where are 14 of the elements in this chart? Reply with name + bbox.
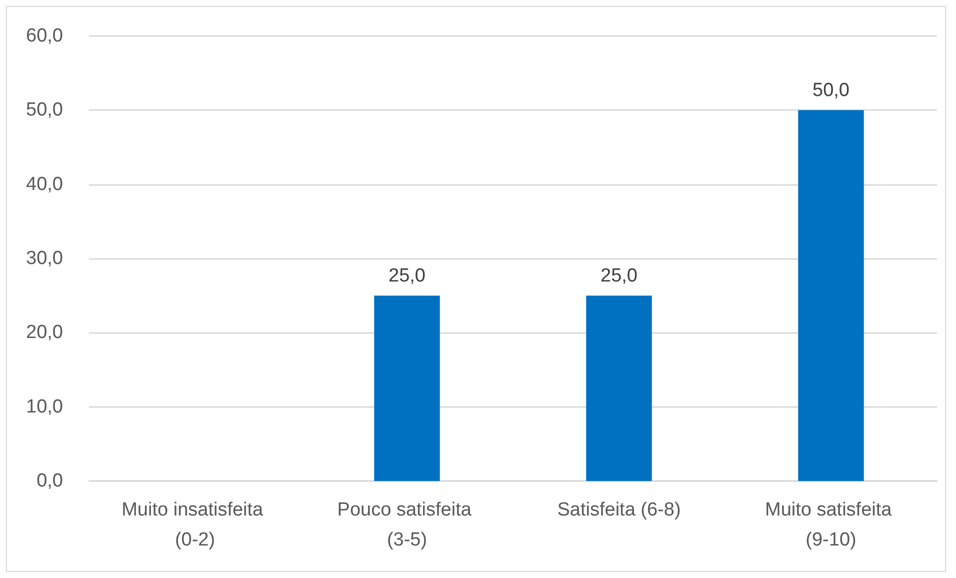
y-tick-label: 0,0 (36, 470, 63, 492)
y-tick-label: 20,0 (26, 322, 63, 344)
data-label: 25,0 (388, 266, 426, 287)
data-label: 25,0 (600, 266, 638, 287)
x-tick-label: Muito insatisfeita (0-2) (122, 500, 268, 550)
x-tick-label: Pouco satisfeita (3-5) (337, 500, 477, 550)
y-tick-label: 40,0 (26, 174, 63, 195)
data-label: 50,0 (812, 80, 850, 102)
x-tick-label: Muito satisfeita (9-10) (765, 500, 897, 550)
y-tick-label: 60,0 (26, 26, 63, 46)
y-tick-label: 30,0 (26, 248, 63, 269)
y-tick-label: 10,0 (26, 396, 63, 418)
y-tick-label: 50,0 (26, 100, 63, 121)
x-tick-label: Satisfeita (6-8) (557, 500, 681, 520)
